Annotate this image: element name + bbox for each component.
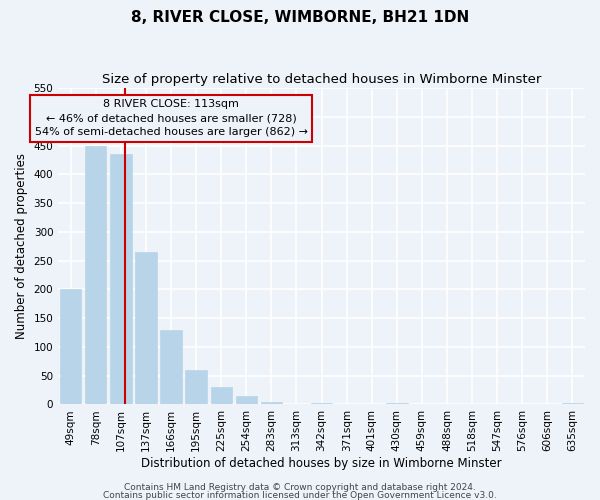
Y-axis label: Number of detached properties: Number of detached properties <box>15 154 28 340</box>
Text: 8, RIVER CLOSE, WIMBORNE, BH21 1DN: 8, RIVER CLOSE, WIMBORNE, BH21 1DN <box>131 10 469 25</box>
Text: Contains public sector information licensed under the Open Government Licence v3: Contains public sector information licen… <box>103 490 497 500</box>
Title: Size of property relative to detached houses in Wimborne Minster: Size of property relative to detached ho… <box>102 72 541 86</box>
Bar <box>110 154 131 405</box>
Bar <box>211 387 232 404</box>
Bar <box>236 396 257 404</box>
Bar <box>136 252 157 404</box>
Bar <box>562 402 583 404</box>
Bar <box>85 146 106 404</box>
Text: 8 RIVER CLOSE: 113sqm
← 46% of detached houses are smaller (728)
54% of semi-det: 8 RIVER CLOSE: 113sqm ← 46% of detached … <box>35 99 308 137</box>
Bar <box>261 402 282 404</box>
Bar <box>185 370 207 404</box>
Bar <box>160 330 182 404</box>
Bar <box>60 290 82 405</box>
X-axis label: Distribution of detached houses by size in Wimborne Minster: Distribution of detached houses by size … <box>141 457 502 470</box>
Text: Contains HM Land Registry data © Crown copyright and database right 2024.: Contains HM Land Registry data © Crown c… <box>124 484 476 492</box>
